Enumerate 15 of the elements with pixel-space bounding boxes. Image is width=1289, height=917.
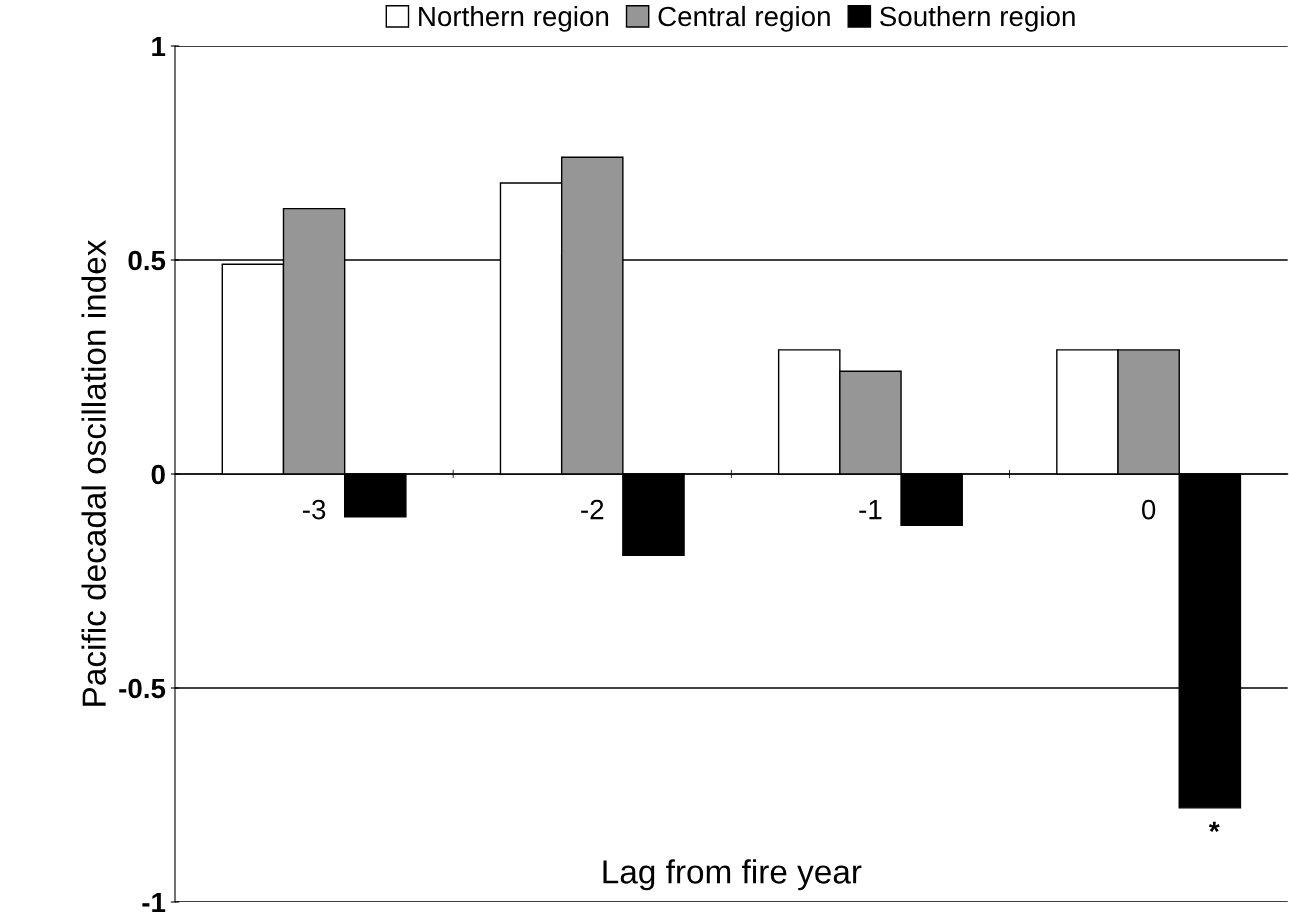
y-tick-label: -0.5 (119, 678, 166, 699)
x-tick-label: -2 (581, 499, 604, 520)
legend-label: Central region (658, 5, 830, 32)
annotation: * (1208, 821, 1220, 833)
y-tick-label: 0.5 (128, 250, 166, 271)
x-tick-label: -1 (859, 500, 882, 520)
y-axis-title: Pacific decadal oscillation index (81, 239, 106, 706)
legend-label: Southern region (880, 5, 1075, 32)
y-tick-label: 0 (151, 464, 165, 485)
x-tick-label: -3 (302, 499, 326, 520)
y-tick-label: 1 (152, 36, 166, 57)
legend-label: Northern region (419, 5, 609, 32)
x-tick-label: 0 (1141, 499, 1156, 520)
x-axis-title: Lag from fire year (603, 859, 862, 891)
y-tick-label: -1 (142, 892, 166, 913)
